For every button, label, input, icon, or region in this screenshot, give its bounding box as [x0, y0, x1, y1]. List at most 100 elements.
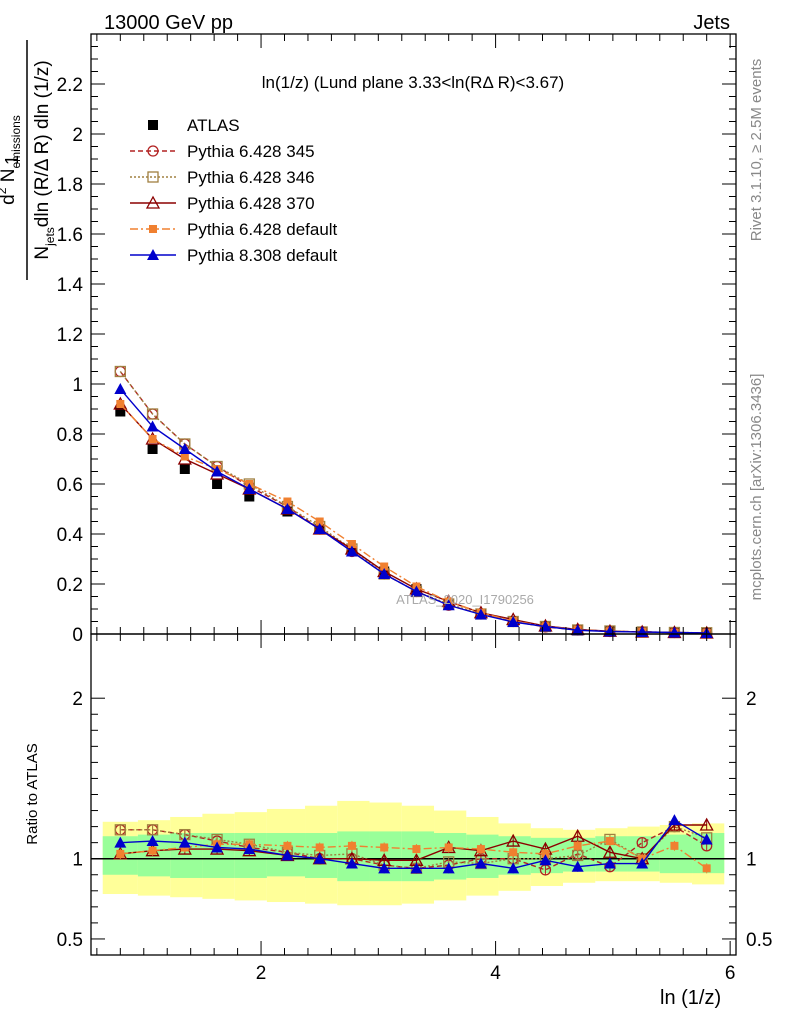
- y-tick-label: 0: [72, 625, 83, 646]
- legend-marker: [149, 225, 157, 233]
- legend-marker: [145, 195, 161, 209]
- legend-entry: ATLAS: [148, 116, 240, 135]
- data-point: [180, 452, 189, 461]
- data-point: [476, 845, 485, 854]
- plot-title: ln(1/z) (Lund plane 3.33<ln(RΔ R)<3.67): [262, 73, 564, 92]
- legend-label: Pythia 6.428 default: [187, 220, 338, 239]
- mcplots-label: mcplots.cern.ch [arXiv:1306.3436]: [748, 374, 765, 601]
- y-tick-label: 0.4: [57, 525, 84, 546]
- data-point: [315, 843, 324, 852]
- legend-entry: Pythia 6.428 370: [130, 194, 315, 213]
- data-point: [313, 852, 326, 864]
- data-point: [244, 491, 255, 502]
- legend-entry: Pythia 6.428 346: [130, 168, 315, 187]
- data-point: [603, 857, 616, 869]
- ratio-y-tick-label: 1: [72, 850, 83, 871]
- data-point: [380, 843, 389, 852]
- data-point: [283, 841, 292, 850]
- data-point: [636, 837, 648, 849]
- data-point: [509, 848, 518, 857]
- legend-marker: [147, 145, 159, 157]
- data-point: [668, 814, 681, 826]
- x-axis-label: ln (1/z): [660, 987, 721, 1009]
- data-point: [243, 843, 256, 855]
- y-tick-label: 2.2: [57, 75, 83, 96]
- data-point: [179, 464, 190, 474]
- data-point: [410, 585, 423, 597]
- legend-label: ATLAS: [187, 116, 240, 135]
- data-point: [313, 523, 326, 534]
- y-tick-label: 0.2: [57, 575, 83, 596]
- data-point: [114, 836, 127, 848]
- data-point: [148, 846, 157, 855]
- data-point: [147, 444, 158, 454]
- energy-label: 13000 GeV pp: [104, 12, 233, 34]
- ratio-y-tick-label-right: 1: [746, 850, 757, 871]
- rivet-version-label: Rivet 3.1.10, ≥ 2.5M events: [748, 59, 765, 242]
- legend-label: Pythia 6.428 345: [187, 142, 315, 161]
- data-point: [605, 837, 614, 846]
- x-tick-label: 4: [490, 963, 501, 984]
- data-point: [114, 824, 126, 836]
- y-tick-label: 0.8: [57, 425, 83, 446]
- legend-marker: [148, 120, 158, 130]
- data-point: [243, 483, 256, 494]
- data-point: [146, 824, 159, 836]
- data-point: [507, 862, 520, 874]
- ratio-y-tick-label: 0.5: [57, 930, 83, 951]
- data-point: [211, 841, 224, 853]
- legend-label: Pythia 6.428 370: [187, 194, 315, 213]
- data-point: [442, 599, 455, 611]
- data-point: [347, 841, 356, 850]
- analysis-watermark: ATLAS_2020_I1790256: [396, 592, 534, 607]
- y-tick-label: 1: [72, 375, 83, 396]
- data-point: [410, 862, 423, 874]
- stat-uncertainty-band: [659, 834, 693, 874]
- y-tick-label: 1.6: [57, 225, 83, 246]
- y-tick-label: 1.8: [57, 175, 83, 196]
- ratio-y-tick-label-right: 2: [746, 689, 757, 710]
- data-point: [442, 862, 455, 874]
- data-point: [115, 406, 126, 417]
- data-point: [380, 562, 389, 571]
- legend-marker: [147, 249, 159, 260]
- stat-uncertainty-band: [202, 833, 235, 878]
- ratio-ylabel: Ratio to ATLAS: [24, 743, 41, 844]
- data-point: [668, 626, 681, 638]
- x-tick-label: 2: [256, 963, 267, 984]
- data-point: [539, 854, 552, 866]
- ratio-y-tick-label-right: 0.5: [746, 930, 772, 951]
- legend-entry: Pythia 6.428 default: [130, 220, 338, 239]
- ratio-frame: [90, 633, 737, 956]
- data-point: [474, 857, 487, 869]
- y-tick-label: 2: [72, 125, 83, 146]
- data-point: [114, 365, 126, 378]
- data-point: [702, 864, 711, 873]
- data-point: [571, 860, 584, 872]
- data-point: [146, 420, 159, 432]
- legend-label: Pythia 6.428 346: [187, 168, 315, 187]
- data-point: [345, 857, 358, 869]
- data-point: [281, 503, 294, 514]
- data-point: [211, 465, 224, 477]
- panels: 2 4 6 0 0.2 0.4 0.6 0.8 1 1.2 1.4 1.6 1.8 2 2.2 0.5 0.5 1…: [57, 33, 772, 984]
- ratio-series-pythia-8-308-default: [114, 814, 713, 874]
- data-point: [378, 862, 391, 874]
- data-point: [345, 545, 358, 557]
- legend-label: Pythia 8.308 default: [187, 246, 338, 265]
- data-point: [378, 568, 391, 579]
- data-point: [116, 849, 125, 858]
- data-point: [700, 833, 713, 845]
- process-label: Jets: [693, 12, 730, 34]
- legend-entry: Pythia 8.308 default: [130, 246, 338, 265]
- data-point: [178, 443, 191, 454]
- data-point: [283, 497, 292, 506]
- data-point: [212, 479, 223, 489]
- ratio-y-tick-label: 2: [72, 689, 83, 710]
- data-point: [412, 845, 421, 854]
- svg-text:Njetsdln (R/Δ R) dln (1/z): Njetsdln (R/Δ R) dln (1/z): [32, 60, 57, 259]
- data-point: [506, 833, 521, 847]
- y-tick-label: 0.6: [57, 475, 83, 496]
- data-point: [444, 843, 453, 852]
